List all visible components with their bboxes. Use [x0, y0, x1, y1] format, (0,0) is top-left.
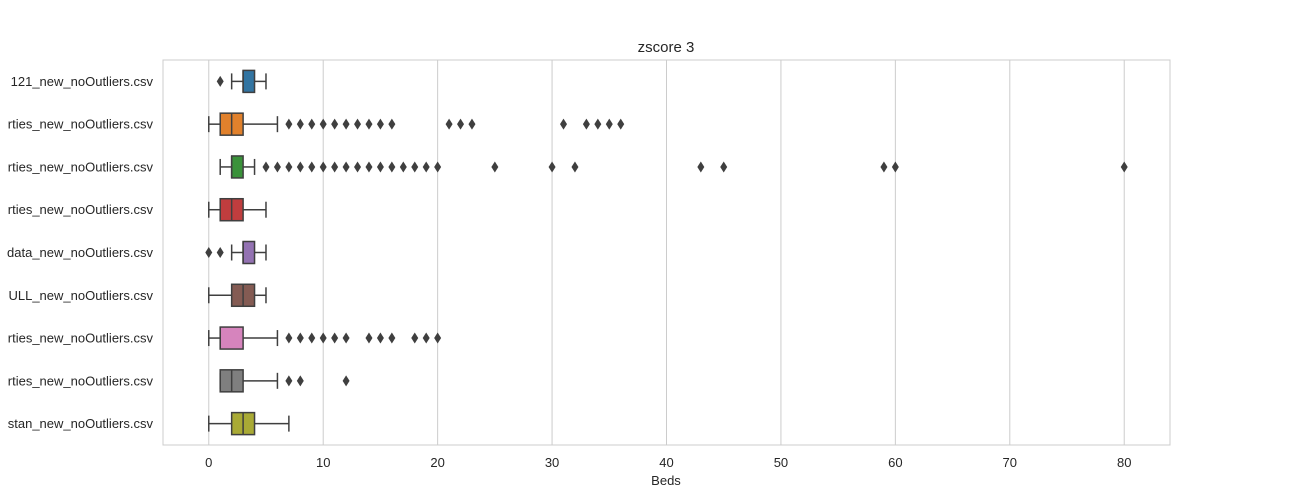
- outlier-point: [376, 118, 384, 130]
- outlier-point: [216, 247, 224, 258]
- outlier-point: [434, 332, 442, 344]
- x-tick-label: 50: [774, 455, 788, 470]
- box-group: [208, 112, 625, 136]
- x-tick-label: 40: [659, 455, 673, 470]
- outlier-point: [594, 118, 602, 130]
- outlier-point: [365, 332, 373, 344]
- outlier-point: [285, 332, 293, 344]
- outlier-point: [273, 161, 281, 173]
- y-tick-label: 121_new_noOutliers.csv: [11, 74, 154, 89]
- outlier-point: [285, 118, 293, 130]
- outlier-point: [720, 161, 728, 173]
- outlier-point: [354, 118, 362, 130]
- outlier-point: [457, 118, 465, 130]
- outlier-point: [342, 161, 350, 173]
- outlier-point: [342, 375, 350, 387]
- outlier-point: [331, 118, 339, 130]
- y-tick-labels: 121_new_noOutliers.csv rties_new_noOutlie…: [7, 74, 153, 431]
- outlier-point: [605, 118, 613, 130]
- outlier-point: [376, 332, 384, 344]
- outlier-point: [388, 161, 396, 173]
- y-tick-label: data_new_noOutliers.csv: [7, 245, 153, 260]
- outlier-point: [1120, 161, 1128, 173]
- x-tick-labels: 0 10 20 30 40 50 60 70 80: [205, 455, 1131, 470]
- outlier-point: [445, 118, 453, 130]
- outlier-point: [491, 161, 499, 173]
- outlier-point: [617, 118, 625, 130]
- grid-lines: [208, 60, 1125, 445]
- outlier-point: [697, 161, 705, 173]
- box-iqr: [242, 69, 256, 94]
- outlier-point: [216, 75, 224, 87]
- y-tick-label: rties_new_noOutliers.csv: [8, 159, 154, 174]
- outlier-point: [365, 161, 373, 173]
- outlier-point: [262, 161, 270, 173]
- box-group: [219, 155, 1128, 179]
- outlier-point: [411, 161, 419, 173]
- x-tick-label: 10: [316, 455, 330, 470]
- x-tick-label: 30: [545, 455, 559, 470]
- outlier-point: [582, 118, 590, 130]
- box-group: [205, 240, 267, 265]
- x-tick-label: 60: [888, 455, 902, 470]
- outlier-point: [319, 332, 327, 344]
- box-group: [208, 283, 267, 308]
- x-tick-label: 80: [1117, 455, 1131, 470]
- outlier-point: [296, 332, 304, 344]
- outlier-point: [296, 118, 304, 130]
- outlier-point: [399, 161, 407, 173]
- x-tick-label: 70: [1003, 455, 1017, 470]
- plot-frame: [162, 59, 1171, 446]
- y-tick-label: rties_new_noOutliers.csv: [8, 373, 154, 388]
- outlier-point: [571, 161, 579, 173]
- outlier-point: [422, 332, 430, 344]
- outlier-point: [319, 161, 327, 173]
- chart-title: zscore 3: [638, 39, 695, 56]
- outlier-point: [296, 375, 304, 387]
- x-tick-label: 20: [430, 455, 444, 470]
- outlier-point: [388, 332, 396, 344]
- outlier-point: [285, 375, 293, 387]
- outlier-point: [285, 161, 293, 173]
- y-tick-label: rties_new_noOutliers.csv: [8, 202, 154, 217]
- outlier-point: [354, 161, 362, 173]
- box-group: [219, 369, 350, 393]
- box-group: [216, 69, 267, 94]
- x-axis-label: Beds: [651, 473, 681, 488]
- outlier-point: [331, 332, 339, 344]
- box-group: [208, 197, 267, 222]
- outlier-point: [342, 332, 350, 344]
- outlier-point: [468, 118, 476, 130]
- outlier-point: [365, 118, 373, 130]
- y-tick-label: rties_new_noOutliers.csv: [8, 117, 154, 132]
- outlier-point: [308, 118, 316, 130]
- box-iqr: [242, 240, 256, 265]
- outlier-point: [205, 247, 213, 258]
- outlier-point: [308, 332, 316, 344]
- outlier-point: [548, 161, 556, 173]
- outlier-point: [319, 118, 327, 130]
- outlier-point: [434, 161, 442, 173]
- outlier-point: [891, 161, 899, 173]
- outlier-point: [411, 332, 419, 344]
- box-series: [205, 69, 1128, 436]
- x-tick-label: 0: [205, 455, 212, 470]
- y-tick-label: rties_new_noOutliers.csv: [8, 331, 154, 346]
- y-tick-label: ULL_new_noOutliers.csv: [8, 288, 153, 303]
- outlier-point: [308, 161, 316, 173]
- outlier-point: [422, 161, 430, 173]
- outlier-point: [376, 161, 384, 173]
- outlier-point: [296, 161, 304, 173]
- outlier-point: [880, 161, 888, 173]
- outlier-point: [388, 118, 396, 130]
- box-iqr: [219, 326, 244, 350]
- box-group: [208, 411, 290, 436]
- outlier-point: [560, 118, 568, 130]
- outlier-point: [331, 161, 339, 173]
- y-tick-label: stan_new_noOutliers.csv: [8, 416, 154, 431]
- outlier-point: [342, 118, 350, 130]
- box-group: [208, 326, 442, 350]
- box-iqr: [230, 155, 244, 179]
